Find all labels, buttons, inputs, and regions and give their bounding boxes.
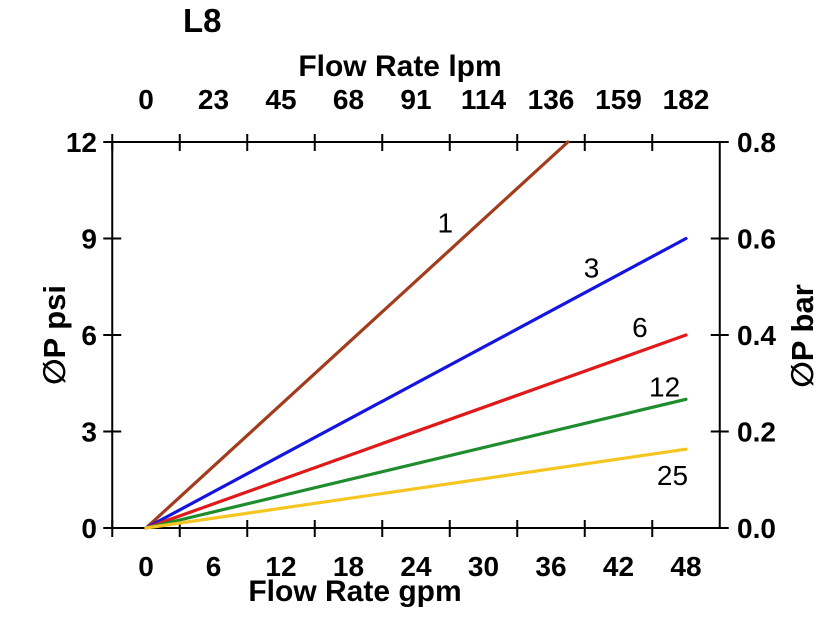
top-tick-label: 23 (198, 84, 229, 115)
curve-label-6: 6 (632, 312, 648, 343)
bottom-tick-label: 18 (333, 551, 364, 582)
curve-25 (144, 447, 688, 530)
right-axis-title: ∅P bar (785, 284, 820, 388)
right-tick-label: 0.0 (737, 513, 776, 544)
top-tick-label: 45 (265, 84, 296, 115)
curve-6 (144, 333, 688, 530)
top-tick-label: 159 (595, 84, 642, 115)
curve-label-12: 12 (649, 371, 680, 402)
curve-12 (144, 397, 688, 530)
top-tick-label: 182 (663, 84, 710, 115)
left-tick-label: 3 (81, 416, 97, 447)
bottom-tick-label: 48 (670, 551, 701, 582)
curve-label-3: 3 (584, 252, 600, 283)
curve-label-25: 25 (657, 460, 688, 491)
bottom-tick-label: 0 (138, 551, 154, 582)
top-tick-label: 91 (400, 84, 431, 115)
chart-title: L8 (183, 2, 222, 39)
bottom-tick-label: 30 (468, 551, 499, 582)
left-tick-label: 12 (66, 127, 97, 158)
curve-3 (144, 236, 688, 530)
top-tick-label: 114 (461, 84, 507, 115)
right-tick-label: 0.4 (737, 320, 776, 351)
bottom-axis-title: Flow Rate gpm (248, 575, 462, 608)
right-tick-label: 0.6 (737, 223, 776, 254)
top-axis-title: Flow Rate lpm (298, 50, 502, 83)
bottom-tick-label: 36 (535, 551, 566, 582)
bottom-tick-label: 24 (400, 551, 432, 582)
left-tick-label: 9 (81, 223, 97, 254)
top-tick-label: 0 (138, 84, 154, 115)
curve-1 (144, 140, 570, 530)
plot-border (111, 141, 721, 529)
bottom-tick-label: 42 (603, 551, 634, 582)
curve-label-1: 1 (437, 207, 453, 238)
left-tick-label: 0 (81, 513, 97, 544)
left-tick-label: 6 (81, 320, 97, 351)
top-tick-label: 136 (528, 84, 575, 115)
top-tick-label: 68 (333, 84, 364, 115)
bottom-tick-label: 12 (265, 551, 296, 582)
right-tick-label: 0.2 (737, 416, 776, 447)
left-axis-title: ∅P psi (37, 284, 72, 386)
right-tick-label: 0.8 (737, 127, 776, 158)
bottom-tick-label: 6 (206, 551, 222, 582)
